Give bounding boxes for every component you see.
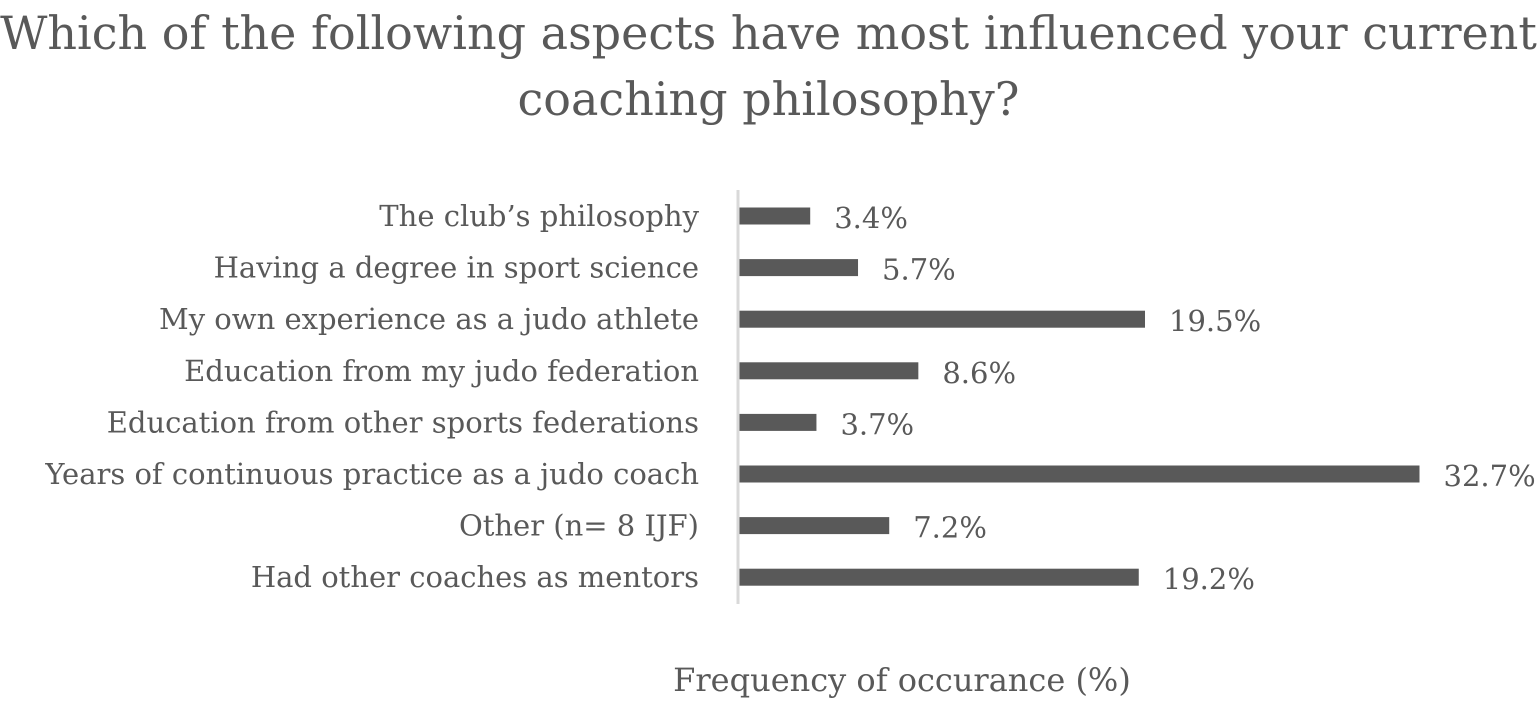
chart-title: Which of the following aspects have most… [0,6,1537,126]
bar [739,413,817,431]
data-label: 5.7% [882,253,956,287]
data-label: 8.6% [942,356,1016,390]
category-label: Education from my judo federation [184,354,699,388]
category-labels-group: The club’s philosophy Having a degree in … [44,199,699,594]
bar [739,465,1420,483]
data-label: 19.5% [1169,304,1261,338]
data-label: 32.7% [1444,459,1536,493]
category-label: Education from other sports federations [107,405,699,439]
bar [739,517,890,535]
category-label: My own experience as a judo athlete [159,302,699,336]
bars-group [739,207,1420,586]
category-label: Years of continuous practice as a judo c… [44,457,699,491]
bar [739,259,859,277]
bar [739,568,1139,586]
data-label: 7.2% [913,511,987,545]
bar [739,207,811,225]
value-labels-group: 3.4% 5.7% 19.5% 8.6% 3.7% 32.7% 7.2% 19.2% [834,201,1535,596]
category-label: Other (n= 8 IJF) [459,509,699,543]
category-label: Having a degree in sport science [214,251,699,285]
bar [739,362,919,380]
category-label: The club’s philosophy [379,199,699,233]
data-label: 3.7% [840,407,914,441]
category-label: Had other coaches as mentors [251,560,699,594]
bar [739,310,1146,328]
x-axis-title: Frequency of occurance (%) [673,661,1131,699]
data-label: 19.2% [1163,562,1255,596]
data-label: 3.4% [834,201,908,235]
